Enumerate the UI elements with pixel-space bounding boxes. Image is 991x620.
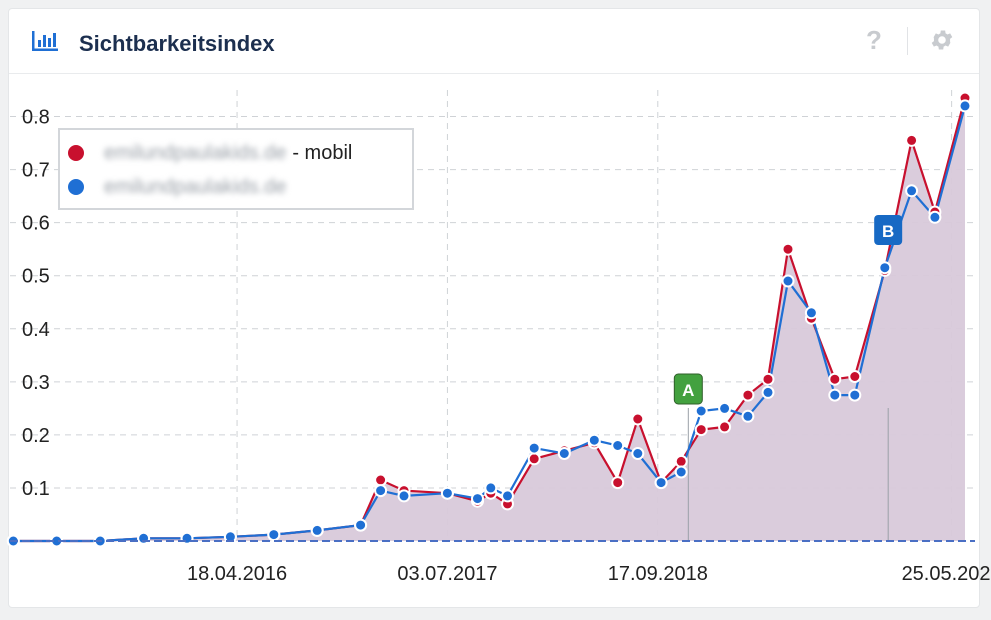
data-point-desktop	[267, 528, 281, 542]
data-point-mobil	[694, 423, 708, 437]
data-point-desktop	[374, 484, 388, 498]
data-point-desktop	[527, 441, 541, 455]
data-point-desktop	[741, 409, 755, 423]
y-tick-label: 0.7	[22, 160, 50, 182]
data-point-desktop	[611, 439, 625, 452]
data-point-mobil	[905, 133, 919, 147]
data-point-desktop	[223, 530, 237, 544]
data-point-mobil	[828, 372, 842, 386]
y-tick-label: 0.4	[22, 319, 50, 341]
data-point-desktop	[761, 385, 775, 399]
data-point-desktop	[694, 404, 708, 418]
legend-domain-label: emilundpaulakids.de	[104, 175, 287, 198]
x-tick-label: 17.09.2018	[608, 563, 708, 585]
x-tick-label: 03.07.2017	[397, 563, 497, 585]
data-point-desktop	[587, 433, 601, 447]
y-tick-label: 0.8	[22, 107, 50, 129]
data-point-desktop	[804, 306, 818, 320]
y-tick-label: 0.5	[22, 266, 50, 288]
x-tick-label: 18.04.2016	[187, 563, 287, 585]
series-line-desktop	[13, 105, 967, 543]
data-point-desktop	[781, 274, 795, 288]
y-tick-label: 0.1	[22, 478, 50, 500]
x-tick-label: 25.05.2020	[902, 563, 991, 585]
data-point-desktop	[397, 489, 411, 503]
header-divider	[907, 27, 908, 55]
data-point-mobil	[527, 452, 541, 466]
data-point-desktop	[310, 523, 324, 537]
legend-dot-red	[68, 145, 84, 161]
data-point-desktop	[180, 531, 194, 545]
chart-legend: emilundpaulakids.de - mobil emilundpaula…	[58, 128, 414, 210]
legend-domain-label: emilundpaulakids.de	[104, 141, 287, 164]
data-point-desktop	[905, 184, 919, 198]
data-point-desktop	[718, 401, 732, 415]
widget-header: Sichtbarkeitsindex ?	[9, 9, 979, 74]
bar-chart-icon	[32, 31, 58, 51]
data-point-desktop	[828, 388, 842, 402]
data-point-desktop	[484, 481, 498, 495]
event-marker-b	[874, 215, 903, 245]
data-point-desktop	[631, 447, 645, 460]
data-point-mobil	[781, 242, 795, 256]
y-tick-label: 0.2	[22, 425, 50, 447]
data-point-mobil	[631, 412, 645, 426]
widget-title: Sichtbarkeitsindex	[79, 31, 275, 56]
data-point-desktop	[471, 492, 484, 506]
data-point-desktop	[354, 518, 368, 532]
data-point-desktop	[654, 476, 668, 490]
data-point-mobil	[674, 454, 688, 468]
legend-item-desktop[interactable]: emilundpaulakids.de	[68, 174, 292, 200]
data-point-mobil	[761, 372, 775, 386]
event-marker-label: A	[682, 381, 694, 400]
data-point-desktop	[928, 210, 942, 224]
data-point-desktop	[878, 261, 892, 275]
gear-icon[interactable]	[929, 27, 955, 53]
data-point-mobil	[848, 370, 862, 383]
y-tick-label: 0.6	[22, 213, 50, 235]
data-point-desktop	[557, 447, 571, 460]
event-marker-label: B	[882, 222, 894, 241]
data-point-desktop	[674, 465, 688, 479]
legend-suffix-label: - mobil	[292, 141, 353, 164]
data-point-desktop	[958, 99, 972, 113]
y-tick-label: 0.3	[22, 372, 50, 394]
data-point-desktop	[848, 388, 862, 402]
data-point-desktop	[137, 531, 151, 545]
data-point-mobil	[718, 420, 732, 434]
help-icon[interactable]: ?	[866, 25, 882, 55]
data-point-desktop	[440, 486, 454, 500]
data-point-mobil	[374, 473, 388, 487]
event-marker-a	[673, 373, 703, 405]
data-point-mobil	[611, 476, 625, 490]
data-point-mobil	[741, 388, 755, 402]
legend-item-mobil[interactable]: emilundpaulakids.de - mobil	[68, 140, 352, 166]
legend-dot-blue	[68, 179, 84, 195]
data-point-desktop	[501, 489, 514, 503]
